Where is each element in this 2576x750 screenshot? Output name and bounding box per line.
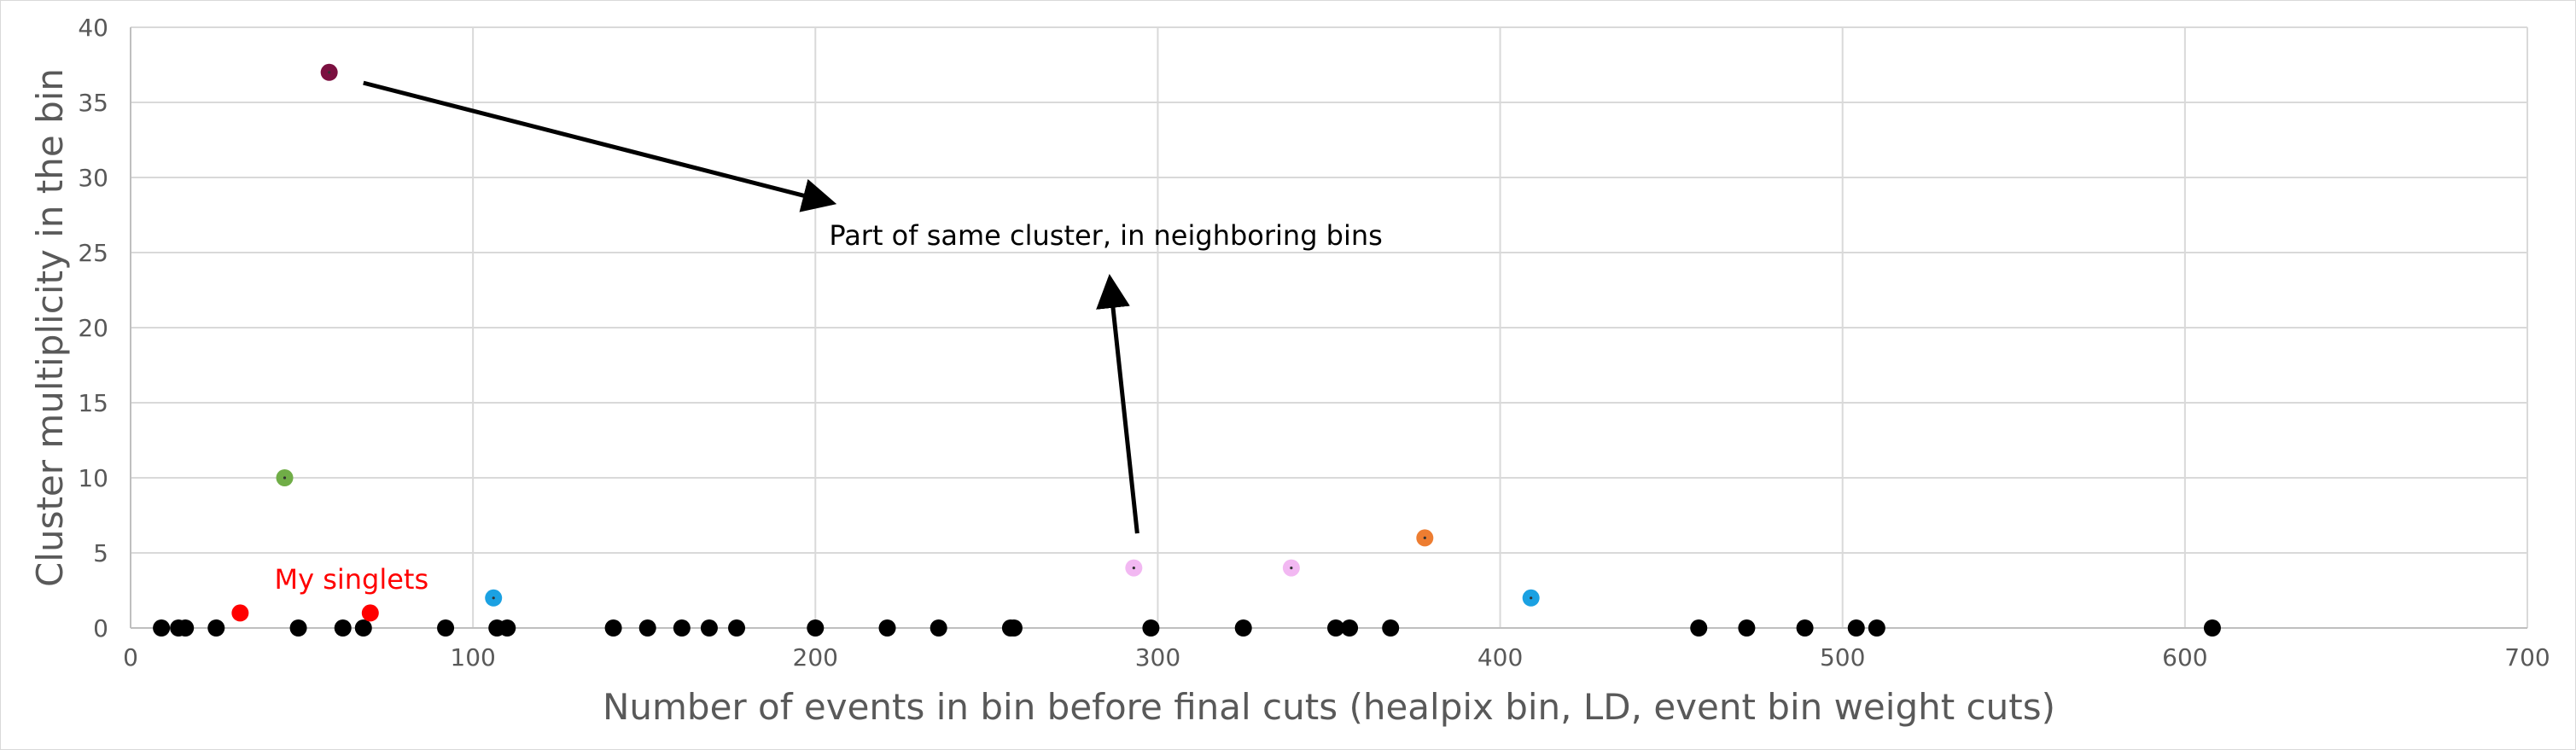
y-axis-title: Cluster multiplicity in the bin	[29, 68, 71, 587]
x-tick-label: 600	[2162, 643, 2207, 672]
data-point	[1868, 619, 1885, 637]
annotation-text: Part of same cluster, in neighboring bin…	[829, 219, 1383, 252]
axes: 0 100 200 300 400 500 600 700 0 5 10 15 20 25 30 35 40	[78, 14, 2550, 672]
data-point	[361, 604, 379, 622]
data-point	[231, 604, 249, 622]
data-point	[207, 619, 225, 637]
y-tick-label: 10	[78, 464, 108, 492]
data-point	[807, 619, 825, 637]
data-point	[638, 619, 656, 637]
data-point	[604, 619, 622, 637]
data-point	[498, 619, 516, 637]
data-point-center	[1290, 567, 1293, 570]
data-point	[1382, 619, 1400, 637]
x-tick-label: 500	[1820, 643, 1865, 672]
y-tick-label: 0	[93, 614, 108, 642]
x-tick-label: 200	[793, 643, 838, 672]
data-point	[2203, 619, 2221, 637]
annotation-arrow	[363, 80, 837, 212]
data-point	[878, 619, 896, 637]
data-point	[1234, 619, 1252, 637]
data-point	[177, 619, 195, 637]
y-tick-label: 25	[78, 239, 108, 267]
x-tick-label: 300	[1135, 643, 1180, 672]
x-axis-title: Number of events in bin before final cut…	[603, 686, 2055, 728]
data-point	[289, 619, 307, 637]
annotation-text: My singlets	[274, 563, 428, 596]
annotation-arrows	[363, 80, 1139, 534]
data-point	[354, 619, 372, 637]
data-point-center	[1423, 536, 1426, 540]
x-tick-label: 700	[2504, 643, 2550, 672]
data-point-center	[492, 596, 495, 600]
annotation-arrow	[1096, 273, 1139, 534]
grid-lines	[130, 26, 2528, 629]
y-tick-label: 40	[78, 14, 108, 42]
data-point	[334, 619, 352, 637]
data-point-center	[283, 476, 287, 480]
data-point	[1738, 619, 1756, 637]
data-points	[153, 63, 2221, 637]
data-point	[1142, 619, 1160, 637]
x-tick-label: 100	[450, 643, 495, 672]
data-point-center	[328, 71, 331, 74]
y-tick-label: 30	[78, 164, 108, 192]
data-point	[153, 619, 171, 637]
data-point	[1847, 619, 1865, 637]
data-point	[1796, 619, 1814, 637]
y-tick-label: 35	[78, 89, 108, 117]
data-point	[700, 619, 718, 637]
x-tick-label: 0	[123, 643, 138, 672]
y-tick-label: 5	[93, 539, 108, 567]
data-point	[437, 619, 455, 637]
data-point	[1327, 619, 1345, 637]
annotations: Part of same cluster, in neighboring bin…	[274, 219, 1382, 596]
data-point	[673, 619, 691, 637]
data-point-center	[1132, 567, 1135, 570]
y-tick-label: 20	[78, 314, 108, 342]
data-point	[728, 619, 746, 637]
data-point	[1341, 619, 1359, 637]
x-tick-label: 400	[1477, 643, 1523, 672]
y-tick-label: 15	[78, 389, 108, 417]
data-point	[1005, 619, 1023, 637]
data-point-center	[1530, 596, 1533, 600]
data-point	[1690, 619, 1708, 637]
data-point	[930, 619, 947, 637]
